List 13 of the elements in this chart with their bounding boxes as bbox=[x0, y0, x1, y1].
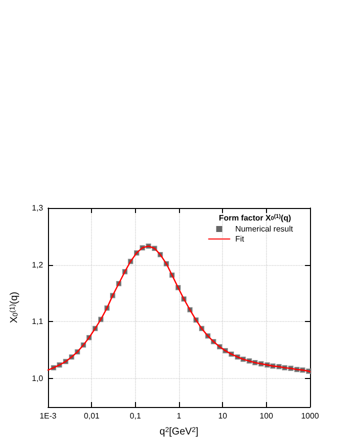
legend-label: Fit bbox=[235, 234, 245, 244]
y-tick-label: 1,0 bbox=[32, 374, 44, 384]
x-tick-label: 1 bbox=[176, 412, 182, 420]
x-tick-label: 0,1 bbox=[130, 412, 142, 420]
y-tick-label: 1,3 bbox=[32, 204, 44, 212]
x-tick-label: 100 bbox=[260, 412, 274, 420]
y-tick-label: 1,2 bbox=[32, 260, 44, 270]
y-tick-label: 1,1 bbox=[32, 317, 44, 326]
x-tick-label: 1000 bbox=[301, 412, 320, 420]
legend-label: Numerical result bbox=[235, 224, 294, 234]
x-tick-label: 10 bbox=[218, 412, 228, 420]
x-tick-label: 0,01 bbox=[84, 412, 100, 420]
x-tick-label: 1E-3 bbox=[40, 412, 58, 420]
